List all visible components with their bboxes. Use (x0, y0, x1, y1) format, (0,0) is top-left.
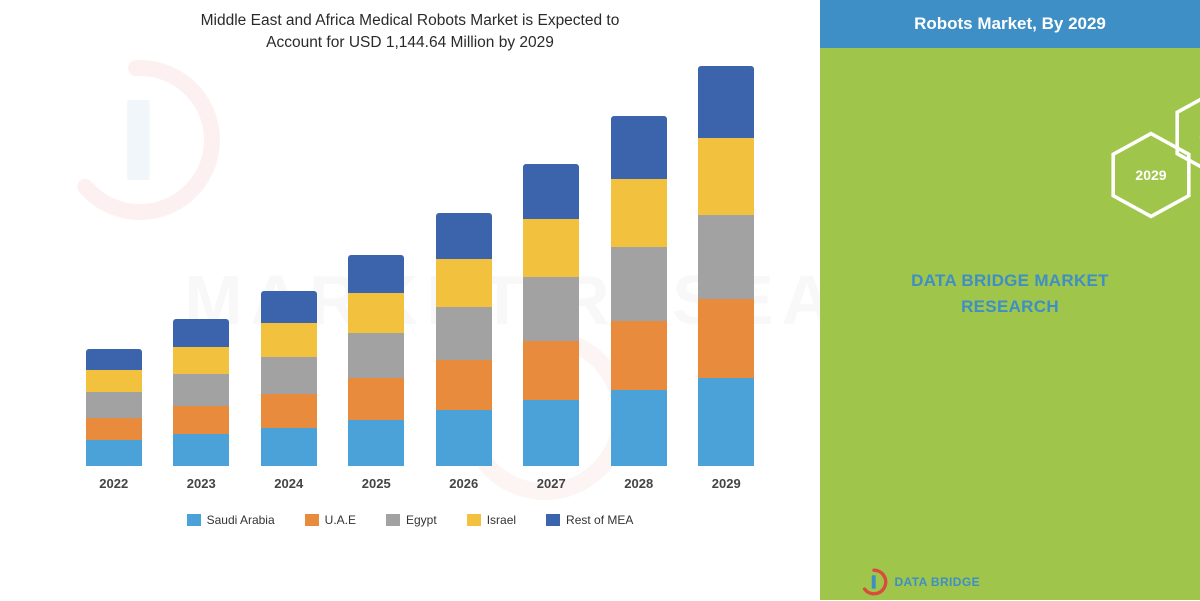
bar-stack (698, 66, 754, 466)
bar-column: 2025 (343, 255, 411, 491)
legend-label: Israel (487, 513, 516, 527)
bar-segment (261, 291, 317, 323)
bar-segment (523, 277, 579, 341)
bar-stack (86, 349, 142, 466)
bar-stack (436, 213, 492, 466)
footer-logo-text: DATA BRIDGE (894, 575, 980, 589)
bar-segment (436, 360, 492, 410)
bar-segment (348, 255, 404, 293)
bar-segment (261, 323, 317, 357)
footer-logo-mark (860, 568, 888, 596)
bar-segment (173, 319, 229, 347)
legend-swatch (305, 514, 319, 526)
legend-swatch (467, 514, 481, 526)
bar-segment (611, 247, 667, 321)
bar-segment (698, 66, 754, 138)
legend-label: Rest of MEA (566, 513, 633, 527)
brand-name: DATA BRIDGE MARKET RESEARCH (820, 268, 1200, 319)
legend-swatch (386, 514, 400, 526)
hexagon-2022: 2022 (1170, 88, 1200, 178)
year-label: 2022 (99, 476, 128, 491)
bar-stack (173, 319, 229, 466)
legend-swatch (187, 514, 201, 526)
bar-segment (611, 390, 667, 466)
bar-segment (698, 215, 754, 299)
chart-title: Middle East and Africa Medical Robots Ma… (40, 10, 780, 55)
bar-segment (523, 164, 579, 220)
bar-segment (698, 138, 754, 216)
bar-stack (261, 291, 317, 466)
legend-item: U.A.E (305, 513, 356, 527)
bar-segment (261, 357, 317, 395)
chart-container: Middle East and Africa Medical Robots Ma… (40, 10, 780, 570)
bar-column: 2029 (693, 66, 761, 491)
bar-segment (436, 213, 492, 259)
bar-segment (173, 347, 229, 375)
bar-segment (173, 374, 229, 406)
bar-stack (611, 116, 667, 466)
bar-segment (348, 378, 404, 420)
bar-segment (611, 116, 667, 180)
bar-segment (173, 406, 229, 434)
year-label: 2025 (362, 476, 391, 491)
legend-item: Saudi Arabia (187, 513, 275, 527)
panel-header: Robots Market, By 2029 (820, 0, 1200, 48)
legend-item: Rest of MEA (546, 513, 633, 527)
bar-segment (436, 259, 492, 307)
bar-segment (523, 219, 579, 277)
legend-label: Egypt (406, 513, 437, 527)
year-label: 2028 (624, 476, 653, 491)
footer-logo: DATA BRIDGE (860, 568, 980, 596)
bar-column: 2022 (80, 349, 148, 491)
bar-column: 2024 (255, 291, 323, 491)
bar-segment (523, 341, 579, 401)
bar-segment (698, 378, 754, 466)
bar-segment (348, 420, 404, 466)
bar-column: 2023 (168, 319, 236, 491)
bar-segment (436, 410, 492, 466)
bar-segment (348, 333, 404, 379)
bar-segment (698, 299, 754, 379)
bar-segment (261, 394, 317, 428)
bar-segment (261, 428, 317, 466)
year-label: 2027 (537, 476, 566, 491)
bar-segment (436, 307, 492, 361)
bar-column: 2028 (605, 116, 673, 491)
brand-line1: DATA BRIDGE MARKET (911, 271, 1109, 290)
right-panel: Robots Market, By 2029 2029 2022 DATA BR… (820, 0, 1200, 600)
year-label: 2024 (274, 476, 303, 491)
hex-label-2029: 2029 (1135, 167, 1166, 183)
legend: Saudi Arabia U.A.E Egypt Israel Rest of MEA (40, 513, 780, 527)
legend-item: Egypt (386, 513, 437, 527)
bar-segment (523, 400, 579, 466)
bar-segment (611, 321, 667, 391)
year-label: 2029 (712, 476, 741, 491)
bar-segment (611, 179, 667, 247)
bar-segment (86, 370, 142, 392)
bar-column: 2026 (430, 213, 498, 491)
chart-title-line1: Middle East and Africa Medical Robots Ma… (201, 12, 620, 29)
legend-item: Israel (467, 513, 516, 527)
chart-title-line2: Account for USD 1,144.64 Million by 2029 (266, 34, 554, 51)
legend-label: U.A.E (325, 513, 356, 527)
year-label: 2026 (449, 476, 478, 491)
panel-body: 2029 2022 DATA BRIDGE MARKET RESEARCH (820, 48, 1200, 600)
bar-segment (86, 349, 142, 371)
year-label: 2023 (187, 476, 216, 491)
bar-segment (173, 434, 229, 466)
bar-segment (86, 440, 142, 466)
bars-region: 2022 2023 2024 2025 2026 2027 2028 2029 (80, 71, 760, 491)
brand-line2: RESEARCH (961, 297, 1059, 316)
bar-segment (86, 392, 142, 418)
bar-segment (348, 293, 404, 333)
bar-segment (86, 418, 142, 440)
bar-column: 2027 (518, 164, 586, 491)
bar-stack (523, 164, 579, 466)
legend-swatch (546, 514, 560, 526)
bar-stack (348, 255, 404, 466)
legend-label: Saudi Arabia (207, 513, 275, 527)
